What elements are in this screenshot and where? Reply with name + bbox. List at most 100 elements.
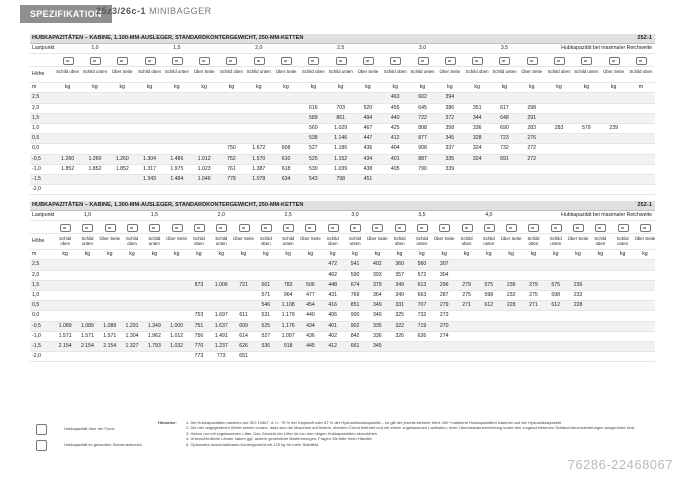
capacity-value: 541 [350, 261, 360, 268]
icon-row [30, 221, 655, 235]
capacity-value: 451 [363, 175, 373, 182]
model-label: 25z3/26c-1 MINIBAGGER [96, 6, 212, 16]
swing-load-icon [117, 57, 129, 66]
capacity-value: 1.023 [197, 165, 211, 172]
swing-load-icon [199, 57, 211, 66]
capacity-value: 842 [350, 332, 360, 339]
unit-cell: kg [62, 251, 68, 258]
capacity-value: 283 [527, 124, 537, 131]
capacity-value: 752 [227, 155, 236, 162]
capacity-value: 275 [462, 291, 471, 298]
unit-cell: kg [174, 84, 180, 91]
capacity-value: 1.097 [281, 332, 295, 339]
table-title-bar: HUBKAPAZITÄTEN – KABINE, 1.100-MM-AUSLEG… [30, 34, 655, 44]
front-load-icon [283, 224, 295, 233]
capacity-value: 861 [336, 114, 345, 121]
capacity-value: 467 [363, 124, 373, 131]
height-value: 1,5 [32, 281, 40, 288]
capacity-value: 719 [417, 322, 427, 329]
capacity-value: 494 [363, 114, 373, 121]
model-number: 25z3/26c-1 [96, 6, 147, 16]
unit-cell: kg [365, 84, 371, 91]
column-header: Schild oben [59, 236, 72, 247]
lastpunkt-value: 3,5 [500, 45, 509, 51]
unit-row: m kg kg kg kg kg kg kg kg kg kg kg kg kg kg kg kg kg kg kg k… [30, 250, 655, 261]
capacity-value: 1.571 [103, 332, 117, 339]
capacity-value: 236 [506, 281, 516, 288]
capacity-value: 401 [390, 155, 400, 162]
column-header: Schild unten [148, 236, 161, 247]
front-load-icon [216, 224, 228, 233]
lastpunkt-label: Lastpunkt [32, 212, 55, 218]
capacity-value: 434 [306, 322, 315, 329]
capacity-value: 1.852 [61, 165, 75, 172]
swing-load-icon [305, 224, 317, 233]
capacity-value: 1.975 [170, 165, 184, 172]
column-header: Schild oben [126, 236, 139, 247]
capacity-value: 272 [527, 145, 537, 152]
table-row: 0,5 546 1.108 454 416 851 349 331 707 279 271 612 22… [30, 301, 655, 312]
capacity-value: 274 [439, 332, 449, 339]
capacity-value: 477 [306, 291, 315, 298]
capacity-value: 1.186 [334, 145, 348, 152]
unit-cell: kg [553, 251, 559, 258]
capacity-value: 769 [350, 291, 360, 298]
capacity-value: 322 [395, 322, 404, 329]
front-load-icon [60, 224, 72, 233]
unit-cell: kg [307, 251, 314, 258]
unit-cell: kg [474, 84, 480, 91]
capacity-value: 1.570 [252, 155, 266, 162]
capacity-value: 404 [390, 145, 400, 152]
table-title: HUBKAPAZITÄTEN – KABINE, 1.300-MM-AUSLEG… [32, 202, 304, 208]
capacity-value: 232 [573, 291, 583, 298]
capacity-value: 778 [227, 175, 236, 182]
capacity-value: 1.486 [170, 155, 184, 162]
capacity-value: 572 [417, 271, 427, 278]
capacity-value: 1.237 [214, 342, 228, 349]
height-value: 1,0 [32, 124, 40, 131]
lastpunkt-row: Lastpunkt 1,0 1,5 2,0 2,5 3,0 3,5 Hubkapazität … [30, 44, 655, 55]
capacity-value: 1.484 [170, 175, 184, 182]
capacity-value: 276 [527, 135, 537, 142]
capacity-value: 372 [445, 114, 455, 121]
front-load-icon [171, 57, 183, 66]
capacity-value: 645 [418, 104, 427, 111]
unit-cell: kg [201, 84, 207, 91]
unit-cell: kg [196, 251, 202, 258]
icon-row [30, 54, 655, 68]
unit-cell: kg [486, 251, 492, 258]
front-load-icon [327, 224, 339, 233]
lift-capacity-table-2: HUBKAPAZITÄTEN – KABINE, 1.300-MM-AUSLEG… [30, 201, 655, 363]
capacity-value: 1.349 [147, 322, 161, 329]
capacity-value: 1.571 [58, 332, 72, 339]
capacity-value: 393 [373, 271, 382, 278]
capacity-value: 614 [239, 332, 248, 339]
capacity-value: 1.260 [61, 155, 75, 162]
capacity-value: 270 [439, 322, 449, 329]
column-header: Schild oben [547, 69, 571, 75]
note-line: 5. Optionales anschraubbares Kontergewic… [186, 441, 319, 447]
unit-cell: kg [119, 84, 125, 91]
note-line: 1. Die Hubkapazitäten basieren auf ISO 1… [186, 420, 562, 425]
column-header: Über Seite [521, 69, 543, 75]
unit-cell: kg [392, 84, 398, 91]
table-row: 0,0 753 1.697 611 531 1.179 440 406 900 340 325 732… [30, 311, 655, 322]
capacity-value: 298 [527, 104, 537, 111]
front-load-icon [472, 57, 484, 66]
table-row: -1,5 1.343 1.484 1.046 778 1.078 634 543 798 451 [30, 174, 655, 186]
unit-cell: kg [530, 251, 537, 258]
column-header: Über Seite [500, 236, 522, 242]
table-row: 2,5 472 541 402 360 560 307 [30, 260, 655, 271]
table-row: 2,5 463 602 394 [30, 93, 655, 104]
capacity-value: 732 [500, 145, 509, 152]
capacity-value: 1.637 [214, 322, 228, 329]
front-load-icon [253, 57, 265, 66]
capacity-value: 722 [418, 114, 427, 121]
capacity-value: 530 [309, 165, 318, 172]
lastpunkt-value: 2,5 [284, 212, 292, 218]
column-header: Schild oben [465, 69, 489, 75]
capacity-value: 661 [350, 342, 360, 349]
capacity-value: 287 [439, 291, 449, 298]
front-load-icon [62, 57, 74, 66]
capacity-value: 272 [527, 155, 537, 162]
